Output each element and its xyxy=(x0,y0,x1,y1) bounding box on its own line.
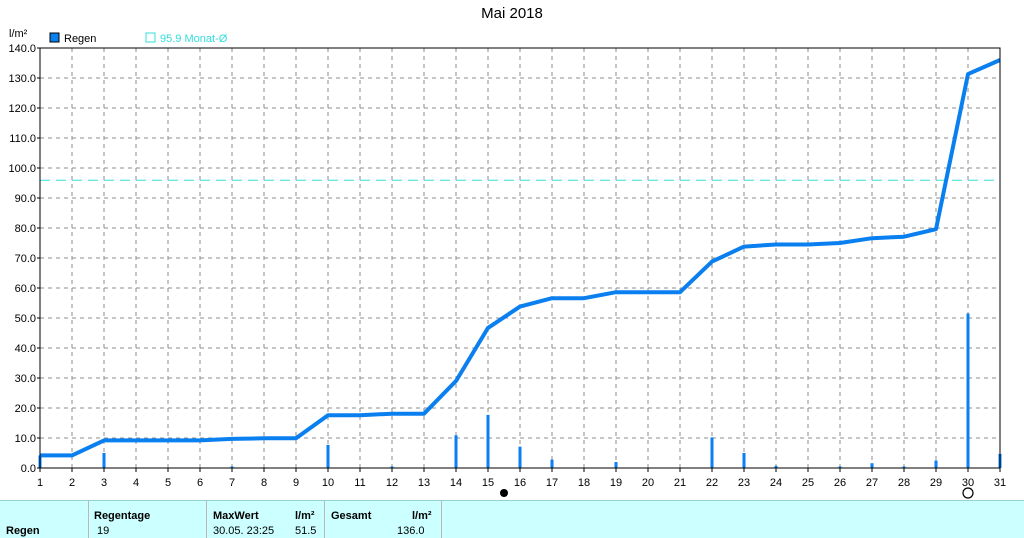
x-tick-label: 15 xyxy=(482,477,494,489)
legend-rain-swatch xyxy=(49,32,60,43)
stats-row-label: Regen xyxy=(6,525,40,537)
x-tick-label: 8 xyxy=(261,477,267,489)
rain-bar xyxy=(710,437,714,468)
max-value: 51.5 xyxy=(295,525,317,537)
x-tick-label: 11 xyxy=(354,477,365,489)
rain-bar xyxy=(870,463,874,468)
x-tick-label: 31 xyxy=(994,477,1006,489)
x-tick-label: 7 xyxy=(229,477,235,489)
x-tick-label: 6 xyxy=(197,477,203,489)
stats-divider xyxy=(206,501,207,538)
x-tick-label: 9 xyxy=(293,477,299,489)
legend: Regen 95.9 Monat-Ø xyxy=(49,32,228,45)
y-tick-label: 130.0 xyxy=(8,73,36,85)
x-tick-label: 26 xyxy=(834,477,846,489)
rain-bar xyxy=(486,414,490,468)
y-tick-labels: 0.0 10.0 20.0 30.0 40.0 50.0 60.0 70.0 80.0 90.0 1… xyxy=(8,43,36,475)
y-tick-label: 20.0 xyxy=(15,403,36,415)
x-tick-label: 20 xyxy=(642,477,654,489)
x-tick-label: 16 xyxy=(514,477,526,489)
rain-bar xyxy=(614,462,618,468)
x-tick-label: 27 xyxy=(866,477,878,489)
rain-chart: 0.0 10.0 20.0 30.0 40.0 50.0 60.0 70.0 80.0 90.0 1… xyxy=(8,28,1006,499)
legend-average-swatch xyxy=(145,32,156,43)
x-tick-label: 13 xyxy=(418,477,430,489)
rain-bar xyxy=(454,435,458,468)
x-tick-label: 3 xyxy=(101,477,107,489)
chart-title: Mai 2018 xyxy=(481,5,543,22)
y-tick-label: 110.0 xyxy=(9,133,36,145)
max-unit-label: l/m² xyxy=(295,510,315,522)
y-tick-label: 60.0 xyxy=(15,283,36,295)
x-tick-label: 10 xyxy=(322,477,334,489)
rain-bar xyxy=(966,313,970,468)
stats-divider xyxy=(324,501,325,538)
y-tick-label: 70.0 xyxy=(15,253,36,265)
y-axis-unit-label: l/m² xyxy=(9,28,28,40)
x-tick-label: 21 xyxy=(674,477,686,489)
x-tick-label: 4 xyxy=(133,477,139,489)
legend-rain-label: Regen xyxy=(64,33,96,45)
y-tick-label: 140.0 xyxy=(8,43,36,55)
rain-bar xyxy=(934,460,938,468)
x-tick-label: 30 xyxy=(962,477,974,489)
x-tick-label: 14 xyxy=(450,477,462,489)
rain-bar xyxy=(326,444,330,468)
x-tick-label: 12 xyxy=(386,477,398,489)
y-tick-label: 100.0 xyxy=(8,163,36,175)
legend-average-label: 95.9 Monat-Ø xyxy=(160,33,228,45)
x-tick-label: 23 xyxy=(738,477,750,489)
y-tick-label: 30.0 xyxy=(15,373,36,385)
x-tick-label: 28 xyxy=(898,477,910,489)
gesamt-value: 136.0 xyxy=(397,525,425,537)
y-tick-label: 40.0 xyxy=(15,343,36,355)
x-tick-label: 24 xyxy=(770,477,782,489)
rain-bar xyxy=(838,466,842,468)
y-tick-label: 10.0 xyxy=(15,433,36,445)
y-tick-label: 120.0 xyxy=(8,103,36,115)
rain-bar xyxy=(230,466,234,468)
y-tick-label: 80.0 xyxy=(15,223,36,235)
regentage-label: Regentage xyxy=(94,510,151,522)
x-tick-labels: 1 2 3 4 5 6 7 8 9 10 11 12 13 14 15 16 17 18 19 20 21 22 23 24 2… xyxy=(37,477,1006,489)
x-tick-label: 22 xyxy=(706,477,718,489)
statistics-panel: Regen Regentage 19 MaxWert 30.05. 23:25 … xyxy=(0,500,1024,538)
y-tick-label: 50.0 xyxy=(15,313,36,325)
full-moon-marker xyxy=(500,489,508,497)
gesamt-label: Gesamt xyxy=(331,510,372,522)
y-tick-label: 90.0 xyxy=(15,193,36,205)
x-tick-label: 17 xyxy=(546,477,558,489)
cumulative-rain-line xyxy=(40,58,1001,458)
rain-bar xyxy=(102,453,106,468)
stats-divider xyxy=(441,501,442,538)
gesamt-unit-label: l/m² xyxy=(412,510,432,522)
stats-divider xyxy=(88,501,89,538)
rain-bar xyxy=(902,466,906,468)
x-tick-label: 2 xyxy=(69,477,75,489)
regentage-value: 19 xyxy=(97,525,110,537)
grid xyxy=(39,47,1001,469)
x-tick-label: 25 xyxy=(802,477,814,489)
day-markers xyxy=(500,487,974,499)
maxwert-datetime: 30.05. 23:25 xyxy=(213,525,275,537)
x-tick-label: 18 xyxy=(578,477,590,489)
rain-bar xyxy=(518,446,522,468)
x-tick-label: 5 xyxy=(165,477,171,489)
rain-bar xyxy=(390,466,394,468)
x-tick-label: 29 xyxy=(930,477,942,489)
rain-bar xyxy=(550,459,554,468)
maxwert-label: MaxWert xyxy=(213,510,259,522)
new-moon-marker xyxy=(962,487,974,499)
rain-bar xyxy=(774,465,778,468)
x-tick-label: 1 xyxy=(37,477,43,489)
axes xyxy=(37,47,1001,472)
rain-bar xyxy=(742,453,746,468)
x-tick-label: 19 xyxy=(610,477,622,489)
y-tick-label: 0.0 xyxy=(21,463,36,475)
